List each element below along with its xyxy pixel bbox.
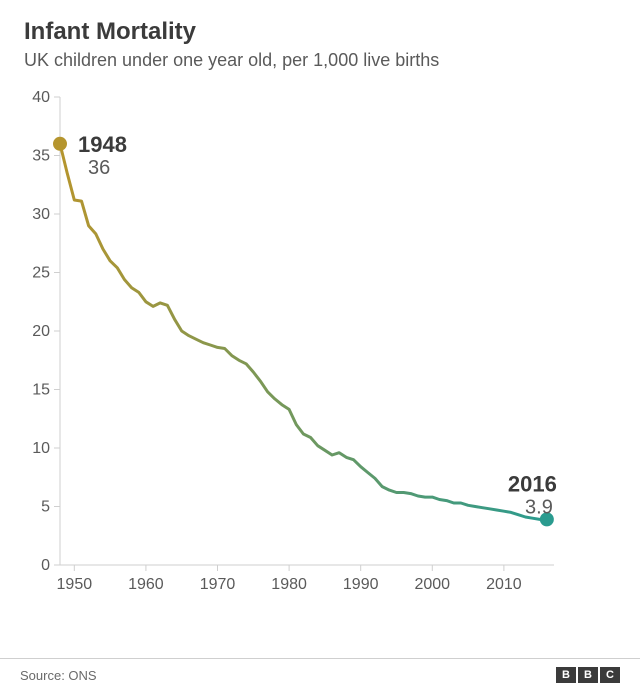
x-tick-label: 1990 <box>343 576 379 593</box>
x-tick-label: 2010 <box>486 576 522 593</box>
start-year-label: 1948 <box>78 132 127 157</box>
y-tick-label: 20 <box>32 323 50 340</box>
y-tick-label: 30 <box>32 206 50 223</box>
logo-box: B <box>578 667 598 683</box>
y-tick-label: 5 <box>41 499 50 516</box>
chart-title: Infant Mortality <box>24 18 616 46</box>
source-label: Source: ONS <box>20 668 97 683</box>
start-marker <box>53 137 67 151</box>
chart-svg: 0 5 10 15 20 25 30 35 40 1950 1960 1970 1980 1990 2000… <box>24 87 616 607</box>
x-tick-label: 1960 <box>128 576 164 593</box>
x-tick-label: 1970 <box>200 576 236 593</box>
x-tick-label: 1950 <box>57 576 93 593</box>
footer: Source: ONS B B C <box>0 658 640 691</box>
logo-box: C <box>600 667 620 683</box>
y-tick-label: 40 <box>32 89 50 106</box>
chart-area: 0 5 10 15 20 25 30 35 40 1950 1960 1970 1980 1990 2000… <box>24 87 616 607</box>
x-tick-label: 2000 <box>414 576 450 593</box>
end-year-label: 2016 <box>508 471 557 496</box>
start-value-label: 36 <box>88 157 110 179</box>
mortality-line <box>60 144 547 520</box>
chart-subtitle: UK children under one year old, per 1,00… <box>24 50 616 71</box>
y-tick-label: 25 <box>32 265 50 282</box>
y-tick-label: 0 <box>41 557 50 574</box>
y-tick-label: 15 <box>32 382 50 399</box>
end-value-label: 3.9 <box>525 496 553 518</box>
y-tick-label: 35 <box>32 148 50 165</box>
x-tick-label: 1980 <box>271 576 307 593</box>
y-tick-label: 10 <box>32 440 50 457</box>
logo-box: B <box>556 667 576 683</box>
bbc-logo: B B C <box>556 667 620 683</box>
